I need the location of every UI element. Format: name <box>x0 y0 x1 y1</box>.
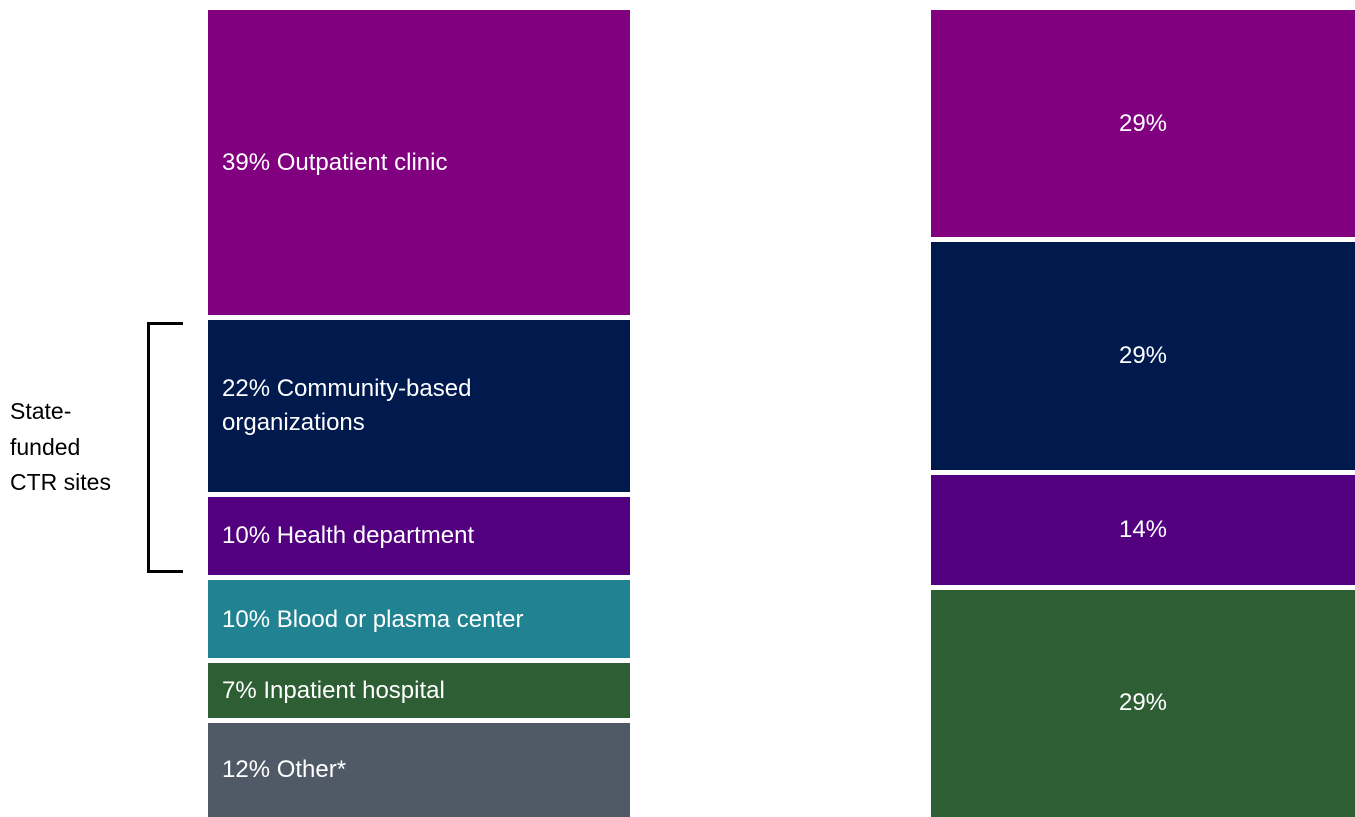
bracket <box>147 321 183 574</box>
data-label: 7% Inpatient hospital <box>222 676 445 704</box>
data-label: 29% <box>1118 689 1168 717</box>
data-label: 10% Health department <box>222 522 475 550</box>
annotation: State- funded CTR sites <box>10 398 111 496</box>
bar-segment: 12% Other* <box>208 723 630 817</box>
bar-segment: 22% Community-based organizations <box>208 319 630 492</box>
data-label: 22% Community-based organizations <box>222 375 472 436</box>
bar-segment: 14% <box>931 474 1355 585</box>
bar-segment: 10% Health department <box>208 497 630 576</box>
bar-segment: 29% <box>931 242 1355 470</box>
data-label: 14% <box>1118 515 1168 543</box>
bar-segment: 39% Outpatient clinic <box>208 10 630 315</box>
data-label: 29% <box>1118 342 1168 370</box>
bar-segment: 7% Inpatient hospital <box>208 663 630 719</box>
data-label: 12% Other* <box>222 756 347 784</box>
bar-segment: 29% <box>931 589 1355 817</box>
bar-segment: 10% Blood or plasma center <box>208 580 630 659</box>
bar-segment: 29% <box>931 10 1355 238</box>
data-label: 29% <box>1118 109 1168 137</box>
data-label: 39% Outpatient clinic <box>222 148 448 176</box>
data-label: 10% Blood or plasma center <box>222 605 524 633</box>
